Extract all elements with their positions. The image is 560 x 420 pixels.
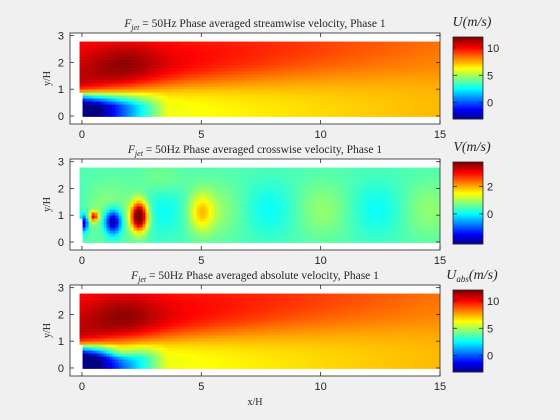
axes-box: [69, 158, 441, 251]
title-prefix: F: [127, 144, 136, 156]
x-axis-label: x/H: [248, 397, 263, 408]
title-prefix: F: [130, 270, 139, 282]
chart-title: Fjet = 50Hz Phase averaged absolute velo…: [130, 270, 379, 284]
title-rest: = 50Hz Phase averaged streamwise velocit…: [139, 18, 385, 30]
colorbar-label-sub: abs: [456, 274, 469, 284]
colorbar-tick-label: 0: [487, 351, 493, 363]
y-axis-label: y/H: [42, 323, 53, 338]
axes-box: [69, 284, 441, 377]
colorbar-label-units: (m/s): [462, 140, 491, 155]
x-tick-label: 15: [434, 255, 446, 267]
axes-box: [69, 32, 441, 125]
y-axis-label: y/H: [42, 71, 53, 86]
colorbar-tick-label: 5: [487, 70, 493, 82]
panel-3: 0 5 10 15 0 1 2 3 y/H x/H Fjet = 50Hz Phase averag…: [42, 268, 499, 408]
colorbar: 20: [452, 161, 493, 245]
heatmap-field: [79, 293, 440, 369]
panel-1: 0 5 10 15 0 1 2 3 y/H Fjet = 50Hz Phase averaged …: [42, 15, 499, 141]
x-tick-label: 10: [315, 129, 327, 141]
y-tick-label: 3: [58, 31, 64, 43]
y-tick-label: 2: [58, 57, 64, 69]
colorbar-tick-label: 2: [487, 182, 493, 194]
colorbar-tick-label: 0: [487, 209, 493, 221]
title-subscript: jet: [134, 149, 144, 158]
x-tick-label: 0: [79, 129, 85, 141]
colorbar-label: V(m/s): [453, 140, 491, 155]
chart-title: Fjet = 50Hz Phase averaged crosswise vel…: [127, 144, 382, 158]
colorbar-label-main: V: [453, 140, 463, 155]
title-subscript: jet: [130, 23, 140, 32]
colorbar-label-units: (m/s): [469, 268, 498, 283]
colorbar-label: Uabs(m/s): [446, 268, 498, 284]
y-tick-label: 0: [58, 237, 64, 249]
panel-2: 0 5 10 15 0 1 2 3 y/H Fjet = 50Hz Phase averaged …: [42, 140, 493, 267]
y-tick-label: 0: [58, 363, 64, 375]
colorbar: 10 5 0: [452, 289, 499, 373]
y-tick-label: 3: [58, 283, 64, 295]
x-tick-label: 10: [315, 381, 327, 393]
colorbar-tick-label: 10: [487, 43, 499, 55]
heatmap-field: [79, 41, 440, 117]
y-tick-label: 1: [58, 210, 64, 222]
x-tick-label: 0: [79, 381, 85, 393]
x-tick-label: 0: [79, 255, 85, 267]
colorbar-label-main: U: [453, 15, 464, 30]
y-tick-label: 0: [58, 111, 64, 123]
colorbar-label: U(m/s): [453, 15, 492, 30]
chart-title: Fjet = 50Hz Phase averaged streamwise ve…: [123, 18, 385, 32]
colorbar-tick-label: 10: [487, 296, 499, 308]
colorbar-tick-label: 0: [487, 98, 493, 110]
x-tick-label: 5: [198, 255, 204, 267]
colorbar-label-units: (m/s): [463, 15, 492, 30]
x-tick-label: 15: [434, 129, 446, 141]
x-tick-label: 10: [315, 255, 327, 267]
y-tick-label: 2: [58, 183, 64, 195]
title-prefix: F: [123, 18, 132, 30]
title-subscript: jet: [137, 275, 147, 284]
title-rest: = 50Hz Phase averaged absolute velocity,…: [146, 270, 379, 282]
colorbar-tick-label: 5: [487, 323, 493, 335]
y-axis-label: y/H: [42, 197, 53, 212]
x-tick-label: 5: [198, 129, 204, 141]
colorbar: 10 5 0: [452, 36, 499, 120]
y-tick-label: 1: [58, 84, 64, 96]
x-tick-label: 5: [198, 381, 204, 393]
colorbar-label-main: U: [446, 268, 457, 283]
x-tick-label: 15: [434, 381, 446, 393]
title-rest: = 50Hz Phase averaged crosswise velocity…: [143, 144, 382, 156]
y-tick-label: 3: [58, 157, 64, 169]
heatmap-field: [79, 167, 440, 243]
y-tick-label: 1: [58, 336, 64, 348]
y-tick-label: 2: [58, 309, 64, 321]
